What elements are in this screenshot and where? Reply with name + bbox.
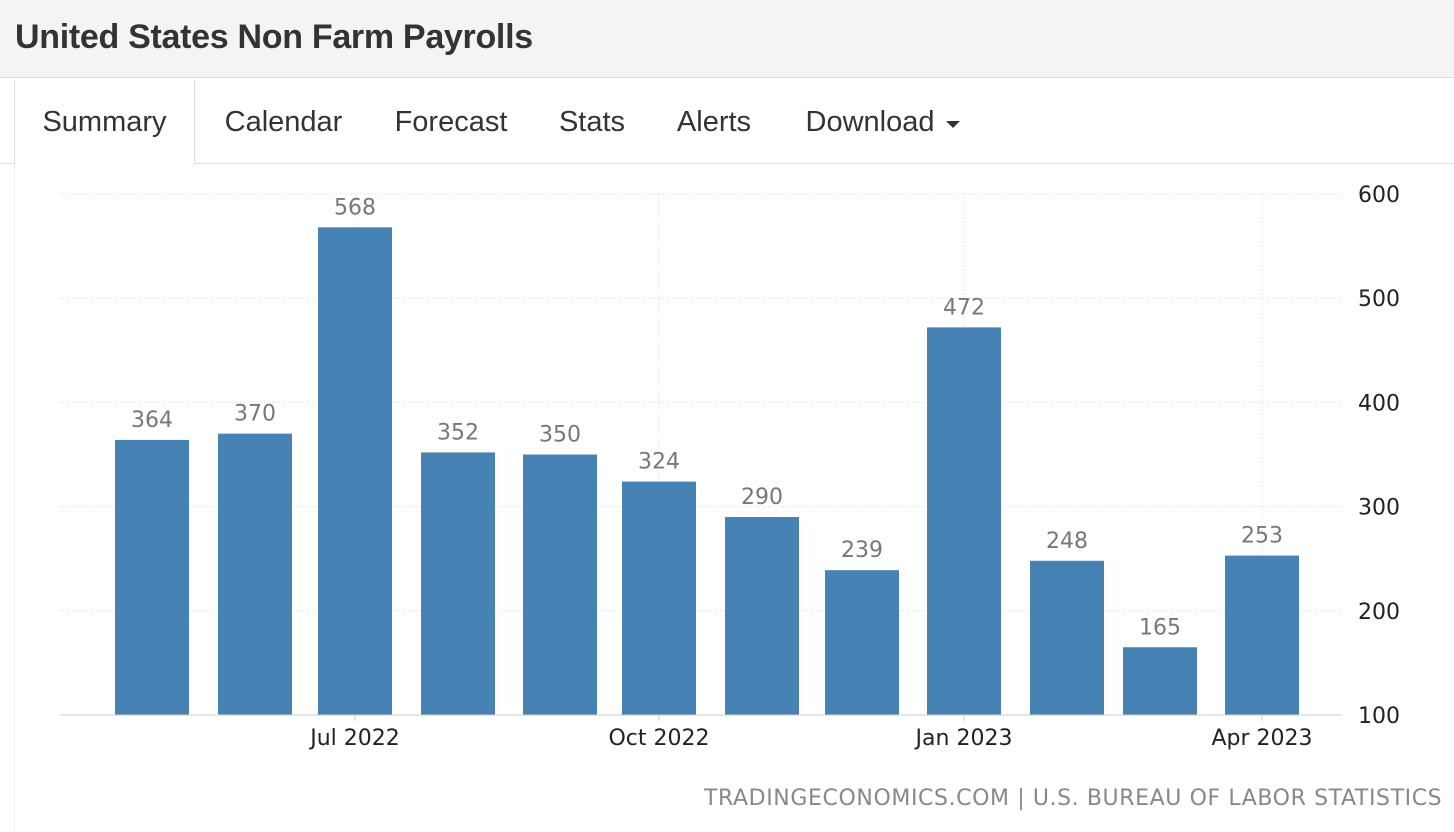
tab-stats-label: Stats xyxy=(558,105,626,138)
bar-10 xyxy=(1123,647,1197,715)
y-tick-label-300: 300 xyxy=(1358,496,1400,521)
tab-download[interactable]: Download xyxy=(788,80,978,164)
y-tick-label-200: 200 xyxy=(1358,600,1400,625)
bar-6 xyxy=(725,517,799,715)
x-tick-label-8: Jan 2023 xyxy=(914,726,1013,751)
bar-1 xyxy=(218,433,292,715)
bar-2 xyxy=(318,227,392,715)
bar-9 xyxy=(1030,560,1104,715)
y-tick-label-600: 600 xyxy=(1358,183,1400,208)
tab-calendar[interactable]: Calendar xyxy=(205,80,362,164)
page-title: United States Non Farm Payrolls xyxy=(15,18,533,56)
source-credit: TRADINGECONOMICS.COM | U.S. BUREAU OF LA… xyxy=(704,786,1443,811)
bar-value-label-5: 324 xyxy=(638,450,680,475)
content-left-border xyxy=(14,164,15,832)
bar-value-label-8: 472 xyxy=(943,295,985,320)
bar-value-label-0: 364 xyxy=(131,408,173,433)
bar-value-label-11: 253 xyxy=(1241,524,1283,549)
bar-value-label-3: 352 xyxy=(437,420,479,445)
tab-summary[interactable]: Summary xyxy=(14,80,195,165)
y-tick-label-400: 400 xyxy=(1358,391,1400,416)
bar-8 xyxy=(927,327,1001,715)
page-header: United States Non Farm Payrolls xyxy=(0,0,1454,78)
bar-value-label-10: 165 xyxy=(1139,615,1181,640)
bar-value-label-4: 350 xyxy=(539,423,581,448)
nonfarm-payrolls-chart: 364 370 568 352 350 324 290 239 472 248 165 253 100… xyxy=(60,183,1400,751)
tab-forecast[interactable]: Forecast xyxy=(378,80,524,164)
bar-4 xyxy=(523,454,597,715)
tab-forecast-label: Forecast xyxy=(394,105,508,138)
bar-5 xyxy=(622,481,696,715)
bar-0 xyxy=(115,439,189,715)
x-tick-label-2: Jul 2022 xyxy=(308,726,400,751)
bar-value-label-9: 248 xyxy=(1046,529,1088,554)
bar-value-label-7: 239 xyxy=(841,538,883,563)
bar-7 xyxy=(825,570,899,715)
tab-bar-divider xyxy=(0,163,1454,164)
y-tick-label-100: 100 xyxy=(1358,704,1400,729)
y-tick-label-500: 500 xyxy=(1358,287,1400,312)
tab-calendar-label: Calendar xyxy=(224,105,343,138)
tab-alerts[interactable]: Alerts xyxy=(660,80,768,164)
caret-down-icon xyxy=(946,120,961,128)
x-tick-label-11: Apr 2023 xyxy=(1211,726,1312,751)
bar-value-label-2: 568 xyxy=(334,195,376,220)
tab-summary-label: Summary xyxy=(42,106,167,138)
tab-download-label: Download xyxy=(805,105,935,138)
tab-alerts-label: Alerts xyxy=(676,105,752,138)
bar-3 xyxy=(421,452,495,715)
bar-value-label-1: 370 xyxy=(234,402,276,427)
bar-11 xyxy=(1225,555,1299,715)
tab-stats[interactable]: Stats xyxy=(542,80,642,164)
bar-value-label-6: 290 xyxy=(741,485,783,510)
tab-bar xyxy=(0,79,1454,164)
x-tick-label-5: Oct 2022 xyxy=(608,726,709,751)
